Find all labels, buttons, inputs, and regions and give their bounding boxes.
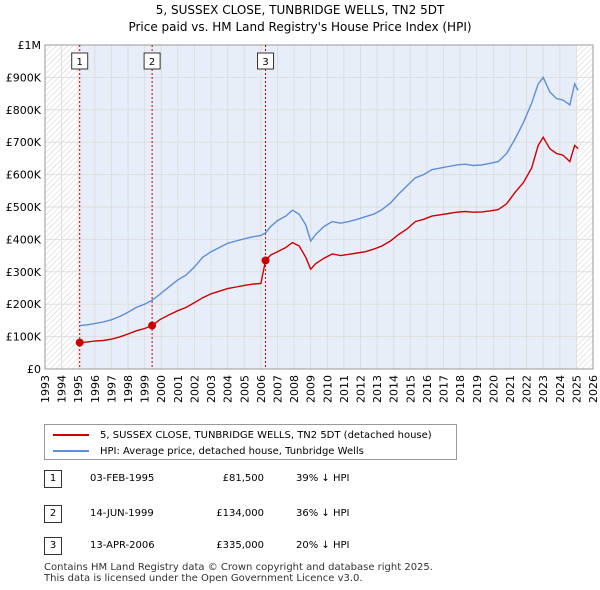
x-tick-label: 2012 (355, 375, 368, 403)
y-tick-label: £1M (18, 39, 42, 52)
x-tick-label: 2007 (271, 375, 284, 403)
y-tick-label: £400K (6, 233, 42, 246)
legend-entry-hpi: HPI: Average price, detached house, Tunb… (53, 443, 364, 459)
x-tick-label: 2010 (321, 375, 334, 403)
sale-point (261, 256, 270, 265)
sale-price: £335,000 (216, 540, 264, 551)
sale-number-label: 3 (262, 57, 268, 68)
y-tick-label: £600K (6, 169, 42, 182)
sale-row: 1 03-FEB-1995 £81,500 39% ↓ HPI (44, 470, 484, 488)
sale-price: £81,500 (222, 473, 264, 484)
x-tick-label: 2008 (288, 375, 301, 403)
chart-title: 5, SUSSEX CLOSE, TUNBRIDGE WELLS, TN2 5D… (156, 3, 445, 17)
x-tick-label: 2019 (471, 375, 484, 403)
x-tick-label: 2026 (587, 375, 600, 403)
x-tick-label: 2016 (421, 375, 434, 403)
sale-point (148, 321, 157, 330)
x-tick-label: 1998 (122, 375, 135, 403)
x-tick-label: 1993 (39, 375, 52, 403)
x-tick-label: 1994 (56, 375, 69, 403)
footer-licence: This data is licensed under the Open Gov… (44, 573, 363, 584)
x-tick-label: 2021 (504, 375, 517, 403)
x-tick-label: 2017 (438, 375, 451, 403)
sale-number-box (71, 52, 89, 70)
x-tick-label: 2023 (537, 375, 550, 403)
sale-date: 03-FEB-1995 (90, 473, 155, 484)
sale-date: 13-APR-2006 (90, 540, 155, 551)
x-tick-label: 2009 (305, 375, 318, 403)
x-tick-label: 2015 (404, 375, 417, 403)
x-tick-label: 2022 (521, 375, 534, 403)
footer-attribution: Contains HM Land Registry data © Crown c… (44, 562, 433, 584)
sale-price: £134,000 (216, 508, 264, 519)
x-tick-label: 2013 (371, 375, 384, 403)
legend-entry-property: 5, SUSSEX CLOSE, TUNBRIDGE WELLS, TN2 5D… (53, 427, 432, 443)
x-tick-label: 2002 (188, 375, 201, 403)
sale-hpi-diff: 39% ↓ HPI (296, 473, 350, 484)
legend-label-property: 5, SUSSEX CLOSE, TUNBRIDGE WELLS, TN2 5D… (100, 429, 432, 441)
x-tick-label: 2004 (222, 375, 235, 403)
x-tick-label: 1996 (89, 375, 102, 403)
x-tick-label: 2000 (155, 375, 168, 403)
y-tick-label: £100K (6, 331, 42, 344)
sale-number-label: 2 (149, 57, 155, 68)
sale-row: 2 14-JUN-1999 £134,000 36% ↓ HPI (44, 505, 484, 523)
sale-hpi-diff: 36% ↓ HPI (296, 508, 350, 519)
sale-date: 14-JUN-1999 (90, 508, 154, 519)
chart-legend: 5, SUSSEX CLOSE, TUNBRIDGE WELLS, TN2 5D… (44, 424, 457, 460)
x-tick-label: 1997 (105, 375, 118, 403)
sale-marker-badge: 2 (44, 505, 62, 523)
y-tick-label: £700K (6, 136, 42, 149)
x-tick-label: 2003 (205, 375, 218, 403)
sale-row: 3 13-APR-2006 £335,000 20% ↓ HPI (44, 537, 484, 555)
x-tick-label: 1995 (72, 375, 85, 403)
x-tick-label: 2005 (238, 375, 251, 403)
sale-number-box (257, 52, 275, 70)
y-tick-label: £200K (6, 298, 42, 311)
y-tick-label: £0 (27, 363, 41, 376)
x-tick-label: 1999 (139, 375, 152, 403)
x-tick-label: 2011 (338, 375, 351, 403)
x-tick-label: 2001 (172, 375, 185, 403)
property-series-line (79, 135, 579, 344)
y-tick-label: £500K (6, 201, 42, 214)
sale-number-label: 1 (77, 57, 83, 68)
sale-number-box (143, 52, 161, 70)
y-tick-label: £300K (6, 266, 42, 279)
legend-swatch-hpi (53, 450, 89, 452)
x-tick-label: 2018 (454, 375, 467, 403)
x-tick-label: 2014 (388, 375, 401, 403)
legend-swatch-property (53, 434, 89, 436)
y-tick-label: £900K (6, 71, 42, 84)
legend-label-hpi: HPI: Average price, detached house, Tunb… (100, 445, 364, 457)
price-chart: 5, SUSSEX CLOSE, TUNBRIDGE WELLS, TN2 5D… (6, 3, 600, 403)
x-tick-label: 2006 (255, 375, 268, 403)
y-tick-label: £800K (6, 104, 42, 117)
sale-marker-badge: 3 (44, 537, 62, 555)
sale-marker-badge: 1 (44, 470, 62, 488)
footer-copyright: Contains HM Land Registry data © Crown c… (44, 562, 433, 573)
chart-subtitle: Price paid vs. HM Land Registry's House … (128, 20, 471, 34)
x-tick-label: 2025 (570, 375, 583, 403)
x-tick-label: 2024 (554, 375, 567, 403)
sale-point (75, 338, 84, 347)
plot-border (44, 44, 594, 370)
sale-hpi-diff: 20% ↓ HPI (296, 540, 350, 551)
x-tick-label: 2020 (487, 375, 500, 403)
hpi-series-line (79, 76, 579, 327)
